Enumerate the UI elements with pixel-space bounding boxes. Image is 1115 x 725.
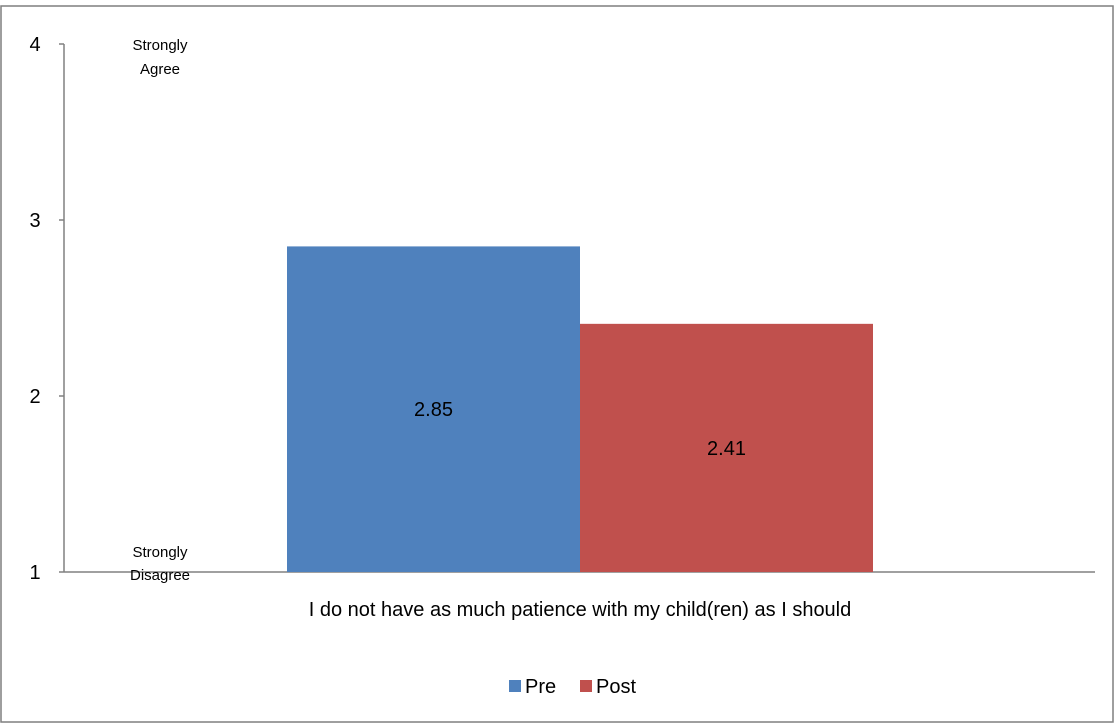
y-tick-label: 4: [29, 34, 40, 56]
y-tick-label: 2: [29, 386, 40, 408]
legend-swatch-pre: [509, 680, 521, 692]
data-label-group: 2.85 2.41: [414, 399, 746, 460]
data-label-pre: 2.85: [414, 399, 453, 421]
y-tick-label: 3: [29, 210, 40, 232]
y-tick-group: 1 2 3 4: [29, 34, 64, 584]
scale-note-top: Strongly: [132, 37, 188, 54]
bar-post: [580, 323, 873, 572]
bar-group: [287, 246, 873, 572]
scale-notes: Strongly Agree Strongly Disagree: [130, 37, 190, 584]
y-tick-label: 1: [29, 562, 40, 584]
legend-swatch-post: [580, 680, 592, 692]
legend-label-pre: Pre: [525, 676, 556, 698]
bar-pre: [287, 246, 580, 572]
scale-note-top: Agree: [140, 61, 180, 78]
category-label: I do not have as much patience with my c…: [309, 599, 852, 621]
scale-note-bottom: Disagree: [130, 567, 190, 584]
scale-note-bottom: Strongly: [132, 544, 188, 561]
legend-label-post: Post: [596, 676, 636, 698]
data-label-post: 2.41: [707, 438, 746, 460]
legend[interactable]: Pre Post: [509, 676, 636, 698]
